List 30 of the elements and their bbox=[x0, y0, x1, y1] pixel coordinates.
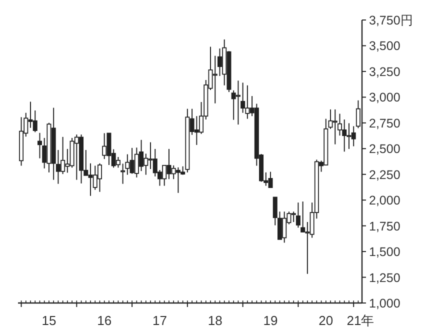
candlestick bbox=[32, 110, 38, 133]
x-tick-label: 18 bbox=[208, 313, 222, 328]
x-tick-label: 21年 bbox=[346, 313, 374, 328]
x-tick-label: 17 bbox=[152, 313, 167, 328]
y-tick-label: 1,750 bbox=[369, 219, 400, 234]
candlestick bbox=[116, 156, 120, 168]
y-tick-label: 2,500 bbox=[369, 142, 400, 156]
y-tick-label: 3,500 bbox=[369, 39, 400, 54]
y-tick-label: 3,750円 bbox=[369, 14, 414, 28]
y-tick-label: 2,750 bbox=[369, 116, 400, 130]
candlestick bbox=[332, 108, 338, 145]
candlestick bbox=[102, 132, 107, 160]
candlestick bbox=[97, 162, 102, 192]
y-tick-label: 2,250 bbox=[369, 168, 400, 182]
y-tick-label: 1,000 bbox=[369, 296, 400, 310]
candlestick bbox=[240, 82, 246, 114]
candlestick bbox=[272, 196, 278, 226]
candlestick bbox=[296, 202, 300, 228]
x-tick-label: 20 bbox=[318, 313, 334, 328]
x-tick-label: 16 bbox=[97, 313, 112, 328]
y-tick-label: 3,250 bbox=[369, 64, 400, 79]
y-tick-label: 2,000 bbox=[369, 194, 400, 208]
candlestick bbox=[37, 132, 42, 159]
y-tick-label: 1,500 bbox=[369, 245, 400, 260]
candlestick bbox=[300, 201, 306, 232]
candlestick bbox=[236, 80, 240, 126]
x-tick-label: 19 bbox=[263, 313, 278, 328]
x-tick-label: 15 bbox=[42, 313, 56, 328]
y-tick-label: 1,250 bbox=[369, 270, 400, 285]
y-tick-label: 3,000 bbox=[369, 90, 400, 105]
